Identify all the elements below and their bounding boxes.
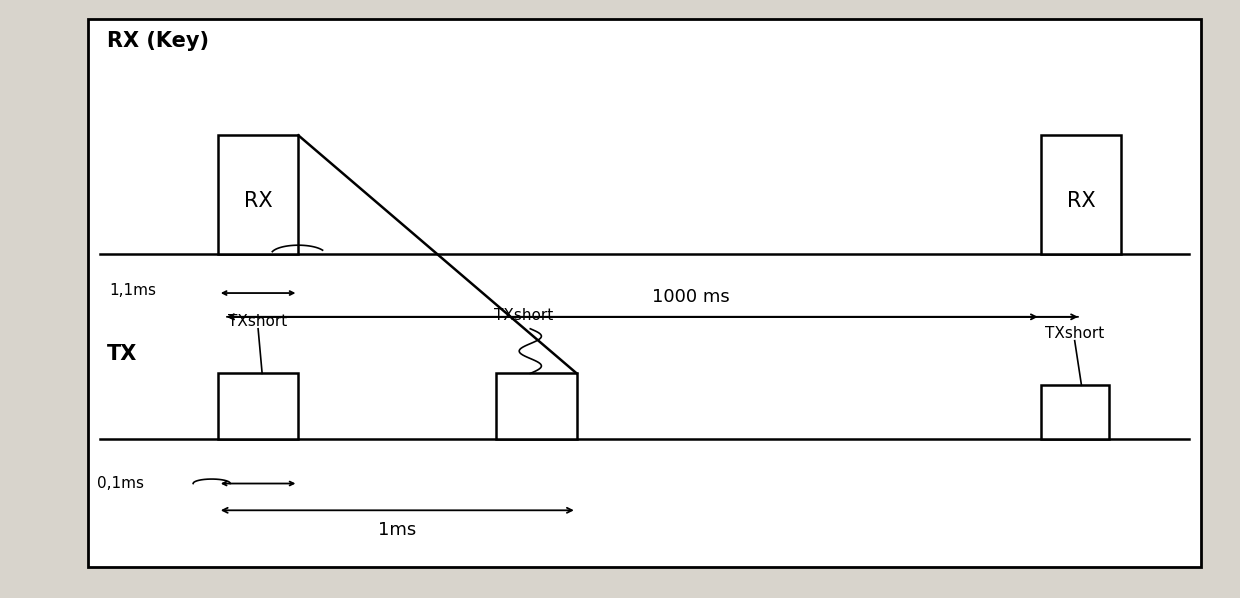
Text: TXshort: TXshort <box>495 308 554 323</box>
Text: TX: TX <box>107 344 136 364</box>
Bar <box>218 373 299 439</box>
Text: RX (Key): RX (Key) <box>107 31 208 51</box>
Text: 1,1ms: 1,1ms <box>109 283 156 298</box>
Text: TXshort: TXshort <box>1045 326 1105 341</box>
Text: TXshort: TXshort <box>228 314 288 329</box>
Text: 1000 ms: 1000 ms <box>652 288 730 306</box>
Bar <box>1040 135 1121 254</box>
Text: RX: RX <box>1066 191 1095 210</box>
Text: 1ms: 1ms <box>378 521 417 539</box>
Text: 0,1ms: 0,1ms <box>97 476 144 491</box>
Bar <box>88 19 1202 567</box>
Bar <box>1040 385 1109 439</box>
Text: RX: RX <box>244 191 273 210</box>
Bar <box>496 373 577 439</box>
Bar <box>218 135 299 254</box>
